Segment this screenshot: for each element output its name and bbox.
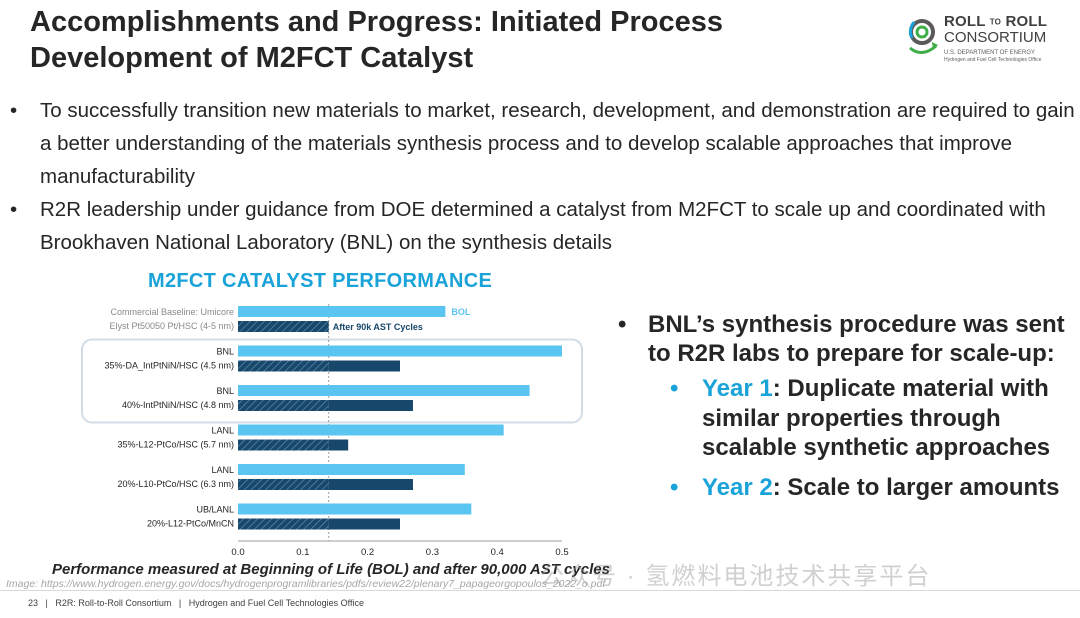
- roll-to-roll-logo: ROLL TO ROLL CONSORTIUM U.S. DEPARTMENT …: [904, 10, 1069, 70]
- bar-bol: [238, 464, 465, 475]
- logo-wordmark-bottom: CONSORTIUM: [944, 29, 1047, 46]
- bullet-item: • R2R leadership under guidance from DOE …: [10, 198, 1046, 254]
- bullet-item: • To successfully transition new material…: [10, 99, 1075, 188]
- category-label-line1: LANL: [211, 426, 234, 436]
- x-tick-label: 0.5: [555, 547, 568, 558]
- bar-ast: [328, 518, 400, 530]
- category-label-line1: Commercial Baseline: Umicore: [110, 307, 234, 317]
- bullet-text: To successfully transition new materials…: [40, 99, 1075, 188]
- bar-ast-hatched: [238, 321, 329, 332]
- legend-bol: BOL: [451, 307, 471, 317]
- catalyst-performance-chart: Commercial Baseline: Umicore Elyst Pt5005…: [80, 300, 600, 578]
- category-label-line2: 35%-L12-PtCo/HSC (5.7 nm): [117, 440, 234, 450]
- category-label-line2: 35%-DA_IntPtNiN/HSC (4.5 nm): [104, 361, 234, 371]
- logo-doe: U.S. DEPARTMENT OF ENERGY: [944, 50, 1036, 56]
- bar-chart: Commercial Baseline: Umicore Elyst Pt5005…: [81, 304, 583, 578]
- bar-bol: [238, 306, 446, 317]
- bar-ast: [328, 360, 400, 372]
- category-label-line2: 40%-IntPtNiN/HSC (4.8 nm): [122, 400, 234, 410]
- bar-ast-hatched: [238, 360, 329, 372]
- bar-ast: [328, 439, 349, 451]
- category-label-line1: BNL: [216, 347, 234, 357]
- bar-bol: [238, 424, 504, 436]
- chart-heading: M2FCT CATALYST PERFORMANCE: [148, 270, 493, 292]
- x-tick-label: 0.1: [296, 547, 309, 558]
- slide-title-line1: Accomplishments and Progress: Initiated …: [30, 6, 723, 38]
- bar-ast-hatched: [238, 479, 329, 490]
- chart-caption: Performance measured at Beginning of Lif…: [52, 561, 610, 578]
- page-number: 23: [28, 598, 39, 608]
- slide-title-line2: Development of M2FCT Catalyst: [30, 42, 474, 74]
- highlight-box: [81, 338, 583, 424]
- slide-title: Accomplishments and Progress: Initiated …: [30, 4, 850, 76]
- slide-footer: 23 | R2R: Roll-to-Roll Consortium | Hydr…: [28, 598, 365, 608]
- gear-arrow-icon: [908, 19, 938, 54]
- category-label-line1: UB/LANL: [196, 505, 234, 515]
- year-label: Year 2: [702, 473, 773, 501]
- bar-ast: [328, 400, 413, 411]
- bullet-list: • To successfully transition new material…: [10, 94, 1075, 259]
- category-label-line2: 20%-L10-PtCo/HSC (6.3 nm): [117, 479, 234, 489]
- x-tick-label: 0.2: [361, 547, 374, 558]
- bar-bol: [238, 345, 562, 357]
- footer-office: Hydrogen and Fuel Cell Technologies Offi…: [188, 598, 365, 608]
- bar-ast-hatched: [238, 439, 329, 451]
- summary-main-bullet: • BNL’s synthesis procedure was sent to R…: [618, 311, 1065, 367]
- logo-office: Hydrogen and Fuel Cell Technologies Offi…: [944, 57, 1042, 63]
- x-tick-label: 0.0: [231, 547, 244, 558]
- summary-sub-bullet-year2: • Year 2: Scale to larger amounts: [670, 473, 1060, 501]
- summary-sub-bullet-year1: • Year 1: Duplicate material with similar…: [670, 375, 1051, 461]
- synthesis-summary: • BNL’s synthesis procedure was sent to R…: [614, 310, 1074, 502]
- legend-ast: After 90k AST Cycles: [333, 322, 423, 332]
- x-tick-label: 0.4: [491, 547, 504, 558]
- category-label-line2: Elyst Pt50050 Pt/HSC (4-5 nm): [109, 321, 234, 331]
- bar-bol: [238, 385, 530, 396]
- year-label: Year 1: [702, 375, 773, 402]
- x-tick-label: 0.3: [426, 547, 439, 558]
- category-label-line2: 20%-L12-PtCo/MnCN: [147, 519, 234, 529]
- bar-ast: [328, 479, 413, 490]
- footer-org: R2R: Roll-to-Roll Consortium: [55, 598, 172, 608]
- image-source-link[interactable]: Image: https://www.hydrogen.energy.gov/d…: [6, 578, 606, 590]
- logo-wordmark-top: ROLL TO ROLL: [944, 13, 1048, 30]
- bar-ast-hatched: [238, 400, 329, 411]
- watermark-text: 公众号 · 氢燃料电池技术共享平台: [540, 563, 932, 590]
- category-label-line1: BNL: [216, 386, 234, 396]
- bar-bol: [238, 503, 472, 515]
- footer-divider: [0, 590, 1080, 591]
- category-label-line1: LANL: [211, 465, 234, 475]
- bar-ast-hatched: [238, 518, 329, 530]
- bullet-text: R2R leadership under guidance from DOE d…: [40, 198, 1046, 254]
